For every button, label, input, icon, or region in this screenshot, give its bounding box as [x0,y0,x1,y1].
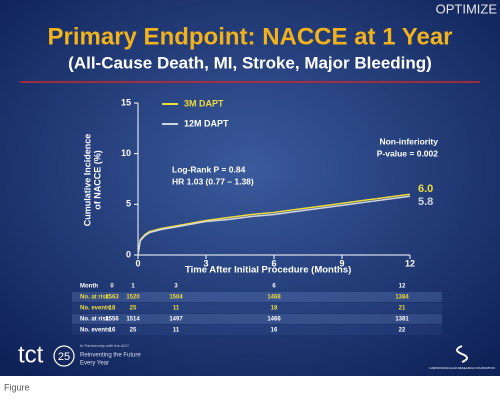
table-cell: 11 [173,328,180,334]
table-cell: 1514 [126,317,140,323]
y-axis-label: of NACCE (%) [92,150,102,210]
table-cell: 1381 [395,317,409,323]
x-tick-label: 12 [405,258,415,268]
footer-number: 25 [58,351,70,363]
table-header: 12 [399,284,406,290]
table-cell: 16 [109,328,116,334]
footer-text: Reinventing the Future [80,353,141,359]
end-label: 6.0 [418,183,433,195]
x-axis-label: Time After Initial Procedure (Months) [185,265,351,276]
table-cell: 18 [271,306,278,312]
y-axis-label: Cumulative Incidence [82,134,92,227]
y-tick-label: 10 [121,148,131,158]
table-cell: 22 [399,328,406,334]
legend-label: 3M DAPT [184,98,224,108]
footer-brand: tct [18,341,44,368]
footer-text: Every Year [80,361,109,367]
x-tick-label: 9 [339,258,344,268]
table-cell: 1384 [395,295,409,301]
table-row-band [72,325,442,335]
x-tick-label: 6 [271,258,276,268]
annotation: Non-inferiority [379,136,438,146]
table-row-band [72,303,442,313]
table-header: 3 [174,284,178,290]
annotation: HR 1.03 (0.77 – 1.38) [172,176,254,186]
footer-badge [53,345,75,367]
legend-label: 12M DAPT [184,118,229,128]
logo: OPTIMIZE [436,1,498,16]
table-cell: 16 [271,328,278,334]
caption: Figure [4,382,30,392]
table-cell: 25 [130,328,137,334]
table-cell: 1468 [267,295,281,301]
annotation: P-value = 0.002 [377,148,438,158]
footer-logo-mark [456,345,468,363]
y-tick-label: 5 [126,199,131,209]
table-cell: 11 [173,306,180,312]
series-line [137,193,411,256]
table-cell: 1497 [169,317,183,323]
table-cell: 1504 [169,295,183,301]
table-cell: 25 [130,306,137,312]
annotation: Log-Rank P = 0.84 [172,164,246,174]
x-tick-label: 3 [203,258,208,268]
table-cell: 1520 [126,295,140,301]
y-tick-label: 15 [121,97,131,107]
table-header: Month [80,284,98,290]
footer-right: CARDIOVASCULAR RESEARCH FOUNDATION [429,366,495,370]
table-cell: 1563 [105,295,119,301]
series-line [137,195,411,256]
table-cell: No. at risk [80,317,110,323]
end-label: 5.8 [418,196,433,208]
table-cell: No. at risk [80,295,110,301]
table-cell: No. events [80,328,111,334]
table-cell: 18 [109,306,116,312]
x-tick-label: 0 [135,258,140,268]
chart-subtitle: (All-Cause Death, MI, Stroke, Major Blee… [68,53,432,72]
footer-text: In Partnership with the ACC [80,343,129,348]
table-cell: 21 [399,306,406,312]
slide-background [0,0,500,376]
table-header: 1 [131,284,135,290]
chart-title: Primary Endpoint: NACCE at 1 Year [48,23,453,50]
table-cell: 1466 [267,317,281,323]
y-tick-label: 0 [126,249,131,259]
table-row-band [72,314,442,324]
table-row-band [72,292,442,302]
table-cell: 1556 [105,317,119,323]
table-header: 0 [110,284,114,290]
table-cell: No. events [80,306,111,312]
table-header: 6 [272,284,276,290]
